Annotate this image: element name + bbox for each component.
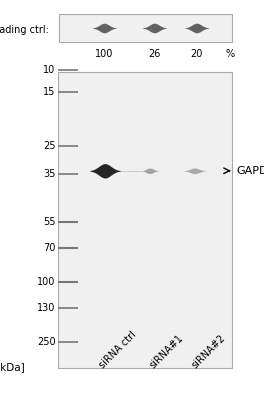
Text: %: % <box>225 49 234 59</box>
Text: 55: 55 <box>43 217 55 227</box>
Text: [kDa]: [kDa] <box>0 362 25 372</box>
Text: 35: 35 <box>43 169 55 179</box>
Text: 130: 130 <box>37 303 55 313</box>
Text: 10: 10 <box>43 65 55 75</box>
Text: 25: 25 <box>43 141 55 151</box>
Text: siRNA ctrl: siRNA ctrl <box>97 329 138 370</box>
Bar <box>59 14 232 42</box>
Text: 15: 15 <box>43 87 55 97</box>
Text: 100: 100 <box>37 277 55 287</box>
Text: 100: 100 <box>95 49 114 59</box>
Text: 250: 250 <box>37 337 55 347</box>
Text: siRNA#2: siRNA#2 <box>190 332 227 370</box>
Text: siRNA#1: siRNA#1 <box>147 332 185 370</box>
Bar <box>58 72 232 368</box>
Text: 26: 26 <box>148 49 161 59</box>
Text: 70: 70 <box>43 243 55 253</box>
Text: 20: 20 <box>191 49 203 59</box>
Text: Loading ctrl:: Loading ctrl: <box>0 25 49 35</box>
Text: GAPDH: GAPDH <box>236 166 264 176</box>
